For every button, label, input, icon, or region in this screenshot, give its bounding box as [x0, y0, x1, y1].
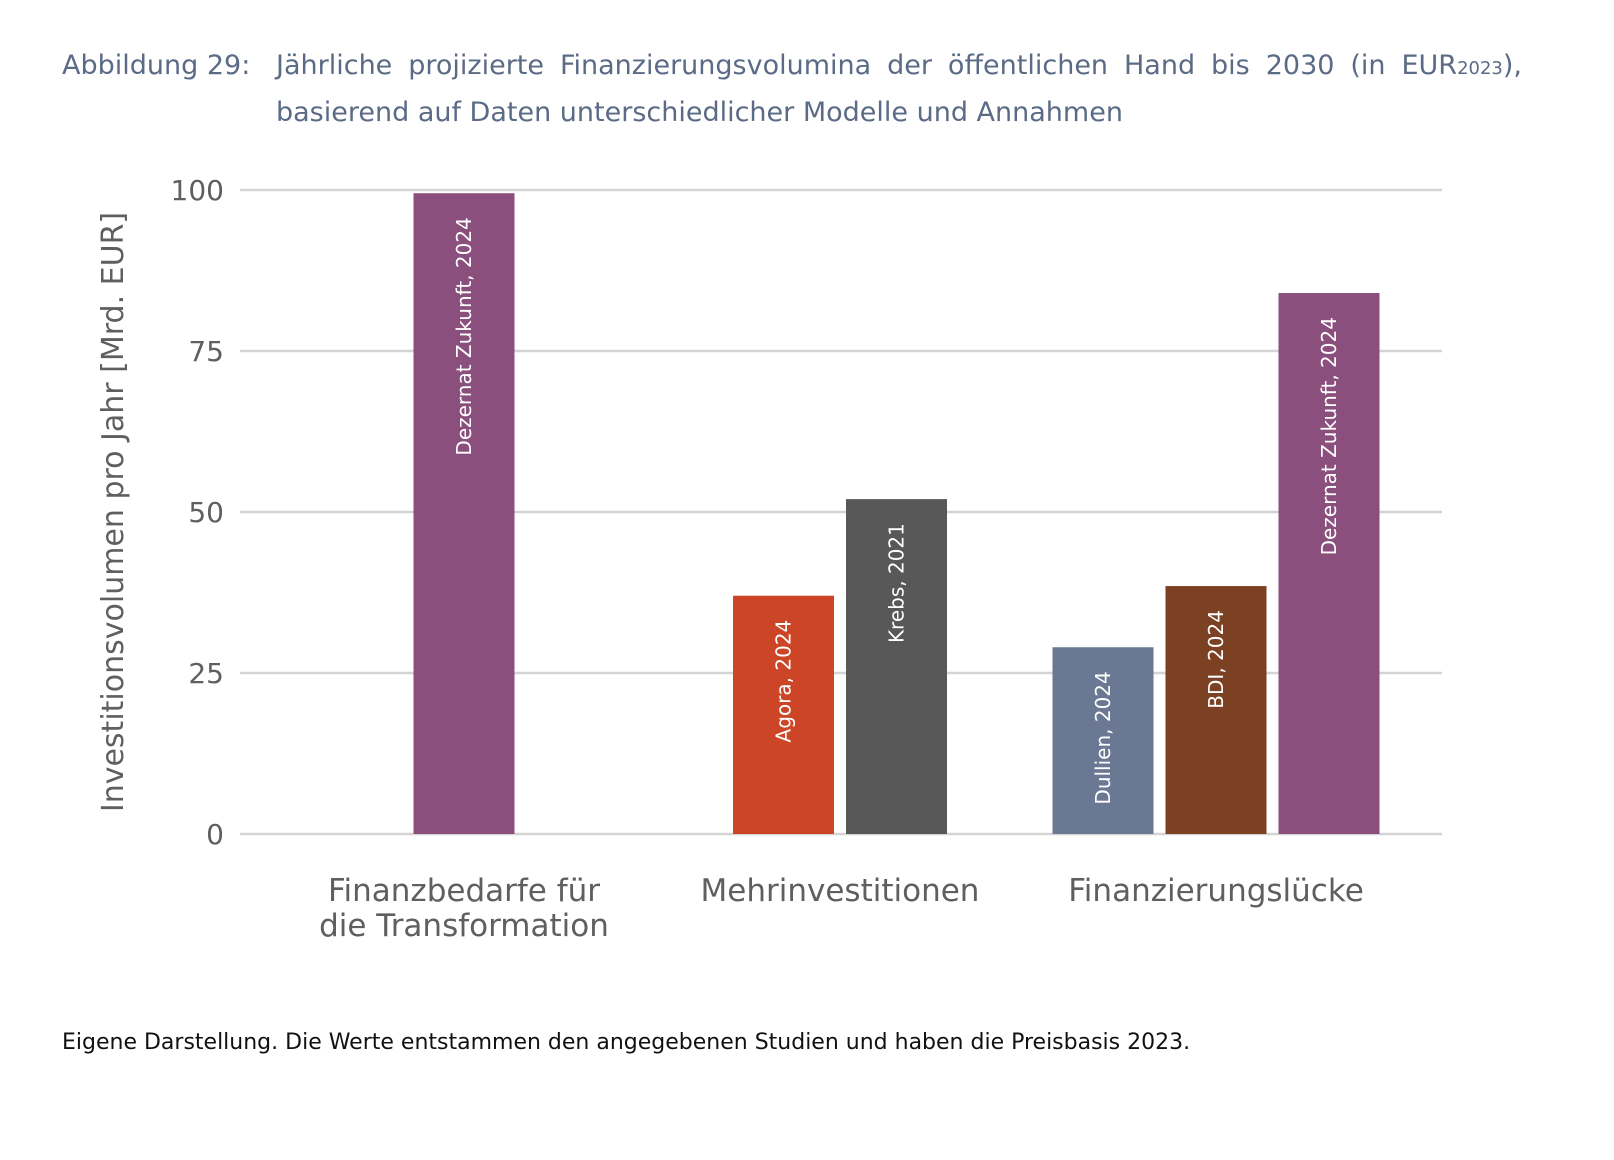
category-label: die Transformation [319, 908, 609, 944]
y-axis-label: Investitionsvolumen pro Jahr [Mrd. EUR] [96, 212, 131, 812]
bar-chart: 0 25 50 75 100 Investitionsvolumen pro Jahr [… [96, 174, 1442, 944]
bar [1278, 293, 1380, 834]
figure-title: Jährliche projizierte Finanzierungsvolum… [276, 44, 1522, 135]
y-tick-label: 50 [188, 496, 224, 529]
y-tick-label: 100 [171, 174, 224, 207]
bar-label: Agora, 2024 [772, 620, 796, 743]
y-tick-label: 0 [206, 818, 224, 851]
bar-label: Dezernat Zukunft, 2024 [1317, 317, 1341, 555]
category-label: Mehrinvestitionen [701, 873, 980, 909]
bar [846, 499, 947, 834]
bar-label: BDI, 2024 [1204, 610, 1228, 709]
category-label: Finanzierungslücke [1068, 873, 1364, 909]
figure-title-subscript: 2023 [1457, 58, 1503, 79]
bar-label: Dullien, 2024 [1091, 671, 1115, 804]
bar-label: Dezernat Zukunft, 2024 [452, 217, 476, 455]
figure-label: Abbildung 29: [62, 50, 251, 81]
bar [1052, 647, 1154, 834]
figure-title-end: ), basierend auf Daten unterschiedlicher… [276, 50, 1522, 128]
bar [1165, 586, 1267, 834]
figure-caption: Abbildung 29: Jährliche projizierte Fina… [62, 44, 1522, 135]
bar [413, 193, 515, 835]
category-label: Finanzbedarfe für [328, 873, 600, 909]
y-tick-label: 75 [188, 335, 224, 368]
source-note: Eigene Darstellung. Die Werte entstammen… [62, 1030, 1191, 1055]
y-tick-label: 25 [188, 657, 224, 690]
bar-label: Krebs, 2021 [885, 523, 909, 643]
figure-title-main: Jährliche projizierte Finanzierungsvolum… [276, 50, 1458, 81]
bar [733, 595, 834, 834]
